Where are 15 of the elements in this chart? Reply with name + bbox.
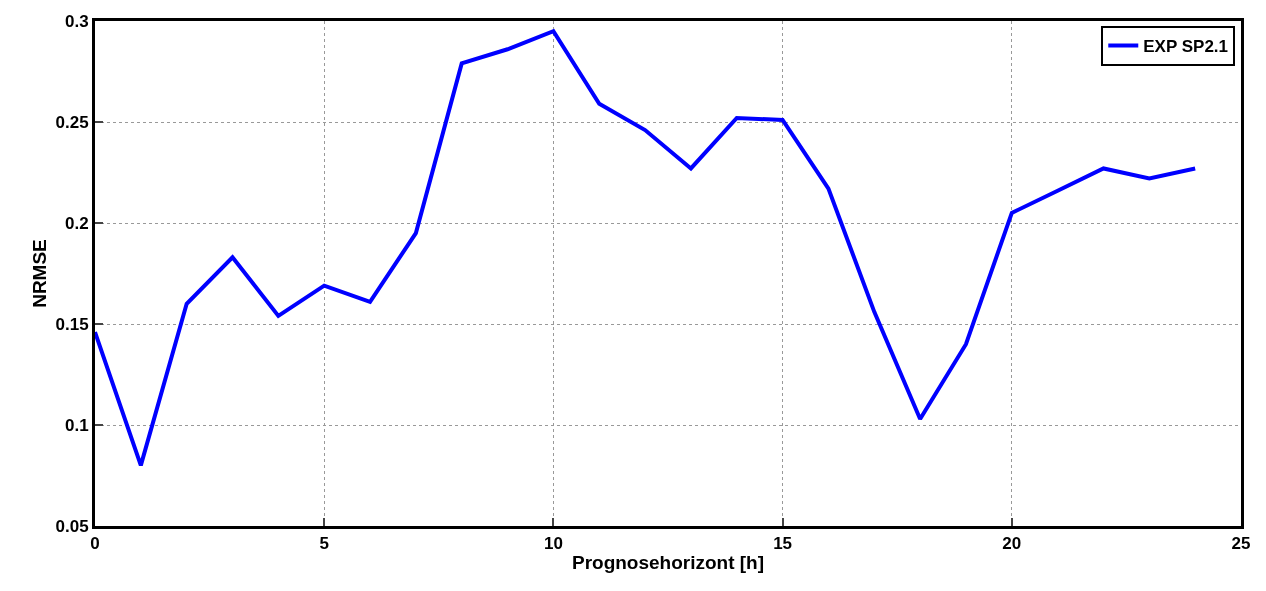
y-tick-label: 0.15: [55, 314, 89, 334]
x-tick-label: 5: [319, 534, 329, 554]
x-tick-label: 25: [1231, 534, 1251, 554]
y-tick-label: 0.05: [55, 516, 89, 536]
y-tick-label: 0.3: [64, 11, 89, 31]
x-axis-title: Prognosehorizont [h]: [571, 552, 765, 574]
legend-label: EXP SP2.1: [1143, 37, 1229, 57]
y-tick-label: 0.25: [55, 112, 89, 132]
x-tick-label: 10: [543, 534, 563, 554]
y-tick-label: 0.2: [64, 213, 89, 233]
x-tick-label: 15: [773, 534, 793, 554]
y-axis-title: NRMSE: [29, 239, 51, 308]
x-tick-label: 0: [90, 534, 100, 554]
x-tick-label: 20: [1002, 534, 1022, 554]
y-tick-label: 0.1: [64, 415, 89, 435]
